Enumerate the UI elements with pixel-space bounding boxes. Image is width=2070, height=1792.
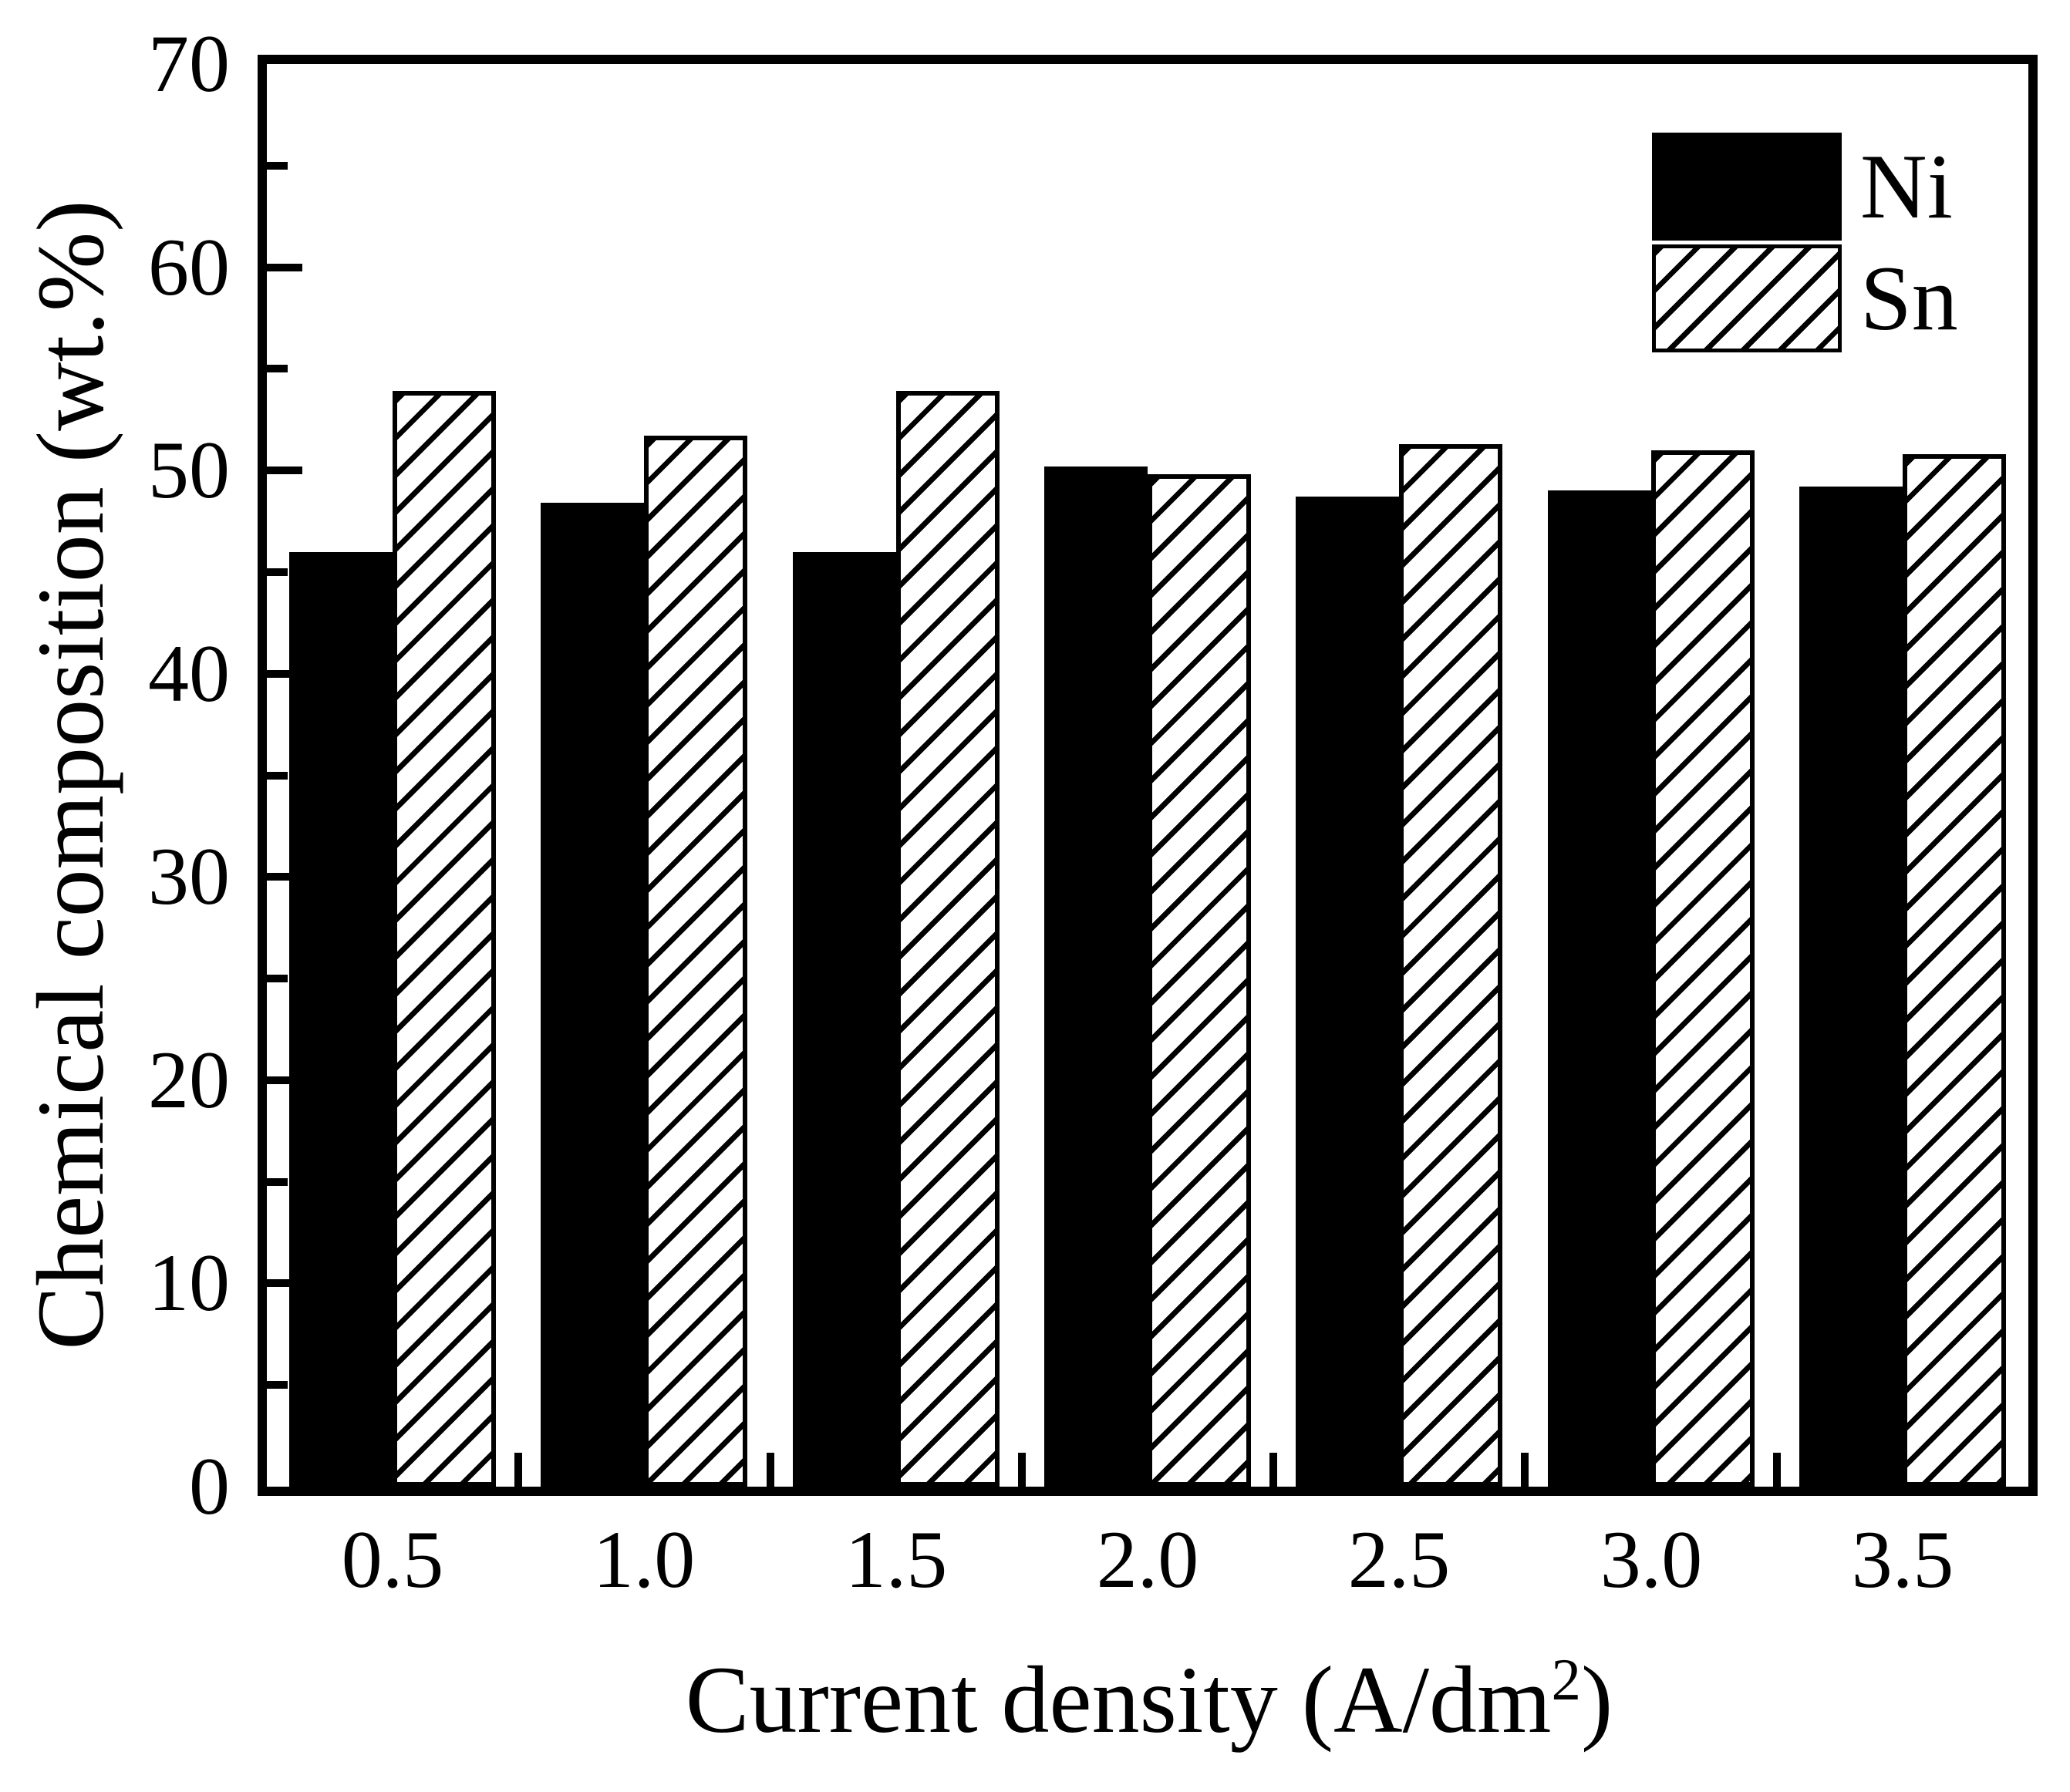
y-minor-tick-5 — [267, 1381, 288, 1389]
y-minor-tick-25 — [267, 975, 288, 982]
y-minor-tick-45 — [267, 568, 288, 576]
y-major-tick-40 — [267, 670, 302, 678]
x-tick-1 — [514, 1453, 522, 1487]
bar-sn-3.0 — [1651, 450, 1755, 1487]
bar-sn-2.0 — [1148, 474, 1251, 1487]
y-major-tick-20 — [267, 1076, 302, 1084]
x-tick-3 — [1018, 1453, 1026, 1487]
bar-sn-3.5 — [1903, 454, 2006, 1487]
y-tick-label-0: 0 — [189, 1441, 230, 1531]
bar-ni-2.5 — [1296, 497, 1399, 1487]
y-minor-tick-65 — [267, 162, 288, 170]
y-tick-label-40: 40 — [148, 628, 230, 719]
x-tick-4 — [1269, 1453, 1277, 1487]
bar-ni-3.5 — [1799, 487, 1903, 1487]
x-tick-label-1.0: 1.0 — [592, 1514, 696, 1605]
x-tick-label-2.0: 2.0 — [1096, 1514, 1199, 1605]
bar-sn-1.0 — [644, 436, 747, 1487]
bar-ni-0.5 — [289, 552, 393, 1487]
y-major-tick-10 — [267, 1279, 302, 1287]
y-tick-label-20: 20 — [148, 1035, 230, 1125]
plot-area — [258, 55, 2038, 1496]
bar-ni-1.0 — [541, 503, 644, 1487]
y-tick-label-60: 60 — [148, 222, 230, 312]
x-tick-label-2.5: 2.5 — [1347, 1514, 1451, 1605]
x-axis-title-text: Current density (A/dm — [685, 1647, 1552, 1753]
y-tick-label-50: 50 — [148, 425, 230, 515]
x-tick-label-1.5: 1.5 — [845, 1514, 948, 1605]
x-tick-5 — [1521, 1453, 1529, 1487]
x-tick-2 — [767, 1453, 774, 1487]
x-axis-title-superscript: 2 — [1551, 1646, 1581, 1713]
y-minor-tick-15 — [267, 1178, 288, 1186]
y-major-tick-30 — [267, 873, 302, 881]
y-axis-title: Chemical composition (wt.%) — [18, 200, 123, 1350]
x-tick-6 — [1773, 1453, 1781, 1487]
x-axis-title: Current density (A/dm2) — [686, 1642, 1613, 1758]
y-tick-label-70: 70 — [148, 19, 230, 109]
y-major-tick-60 — [267, 264, 302, 271]
legend-swatch-ni — [1652, 133, 1842, 241]
bar-sn-1.5 — [896, 391, 1000, 1487]
x-tick-label-0.5: 0.5 — [341, 1514, 444, 1605]
y-tick-label-30: 30 — [148, 831, 230, 921]
bar-sn-0.5 — [393, 391, 496, 1487]
y-major-tick-50 — [267, 467, 302, 474]
y-minor-tick-55 — [267, 365, 288, 372]
legend-swatch-sn — [1652, 244, 1842, 352]
x-tick-label-3.5: 3.5 — [1851, 1514, 1954, 1605]
x-tick-label-3.0: 3.0 — [1600, 1514, 1703, 1605]
x-axis-title-close: ) — [1580, 1647, 1613, 1753]
bar-ni-3.0 — [1548, 490, 1651, 1487]
y-tick-label-10: 10 — [148, 1238, 230, 1328]
y-minor-tick-35 — [267, 772, 288, 780]
bar-ni-1.5 — [793, 552, 896, 1487]
bar-ni-2.0 — [1044, 467, 1148, 1487]
legend-label-ni: Ni — [1860, 135, 1953, 237]
legend-label-sn: Sn — [1860, 247, 1958, 349]
bar-sn-2.5 — [1399, 444, 1502, 1487]
